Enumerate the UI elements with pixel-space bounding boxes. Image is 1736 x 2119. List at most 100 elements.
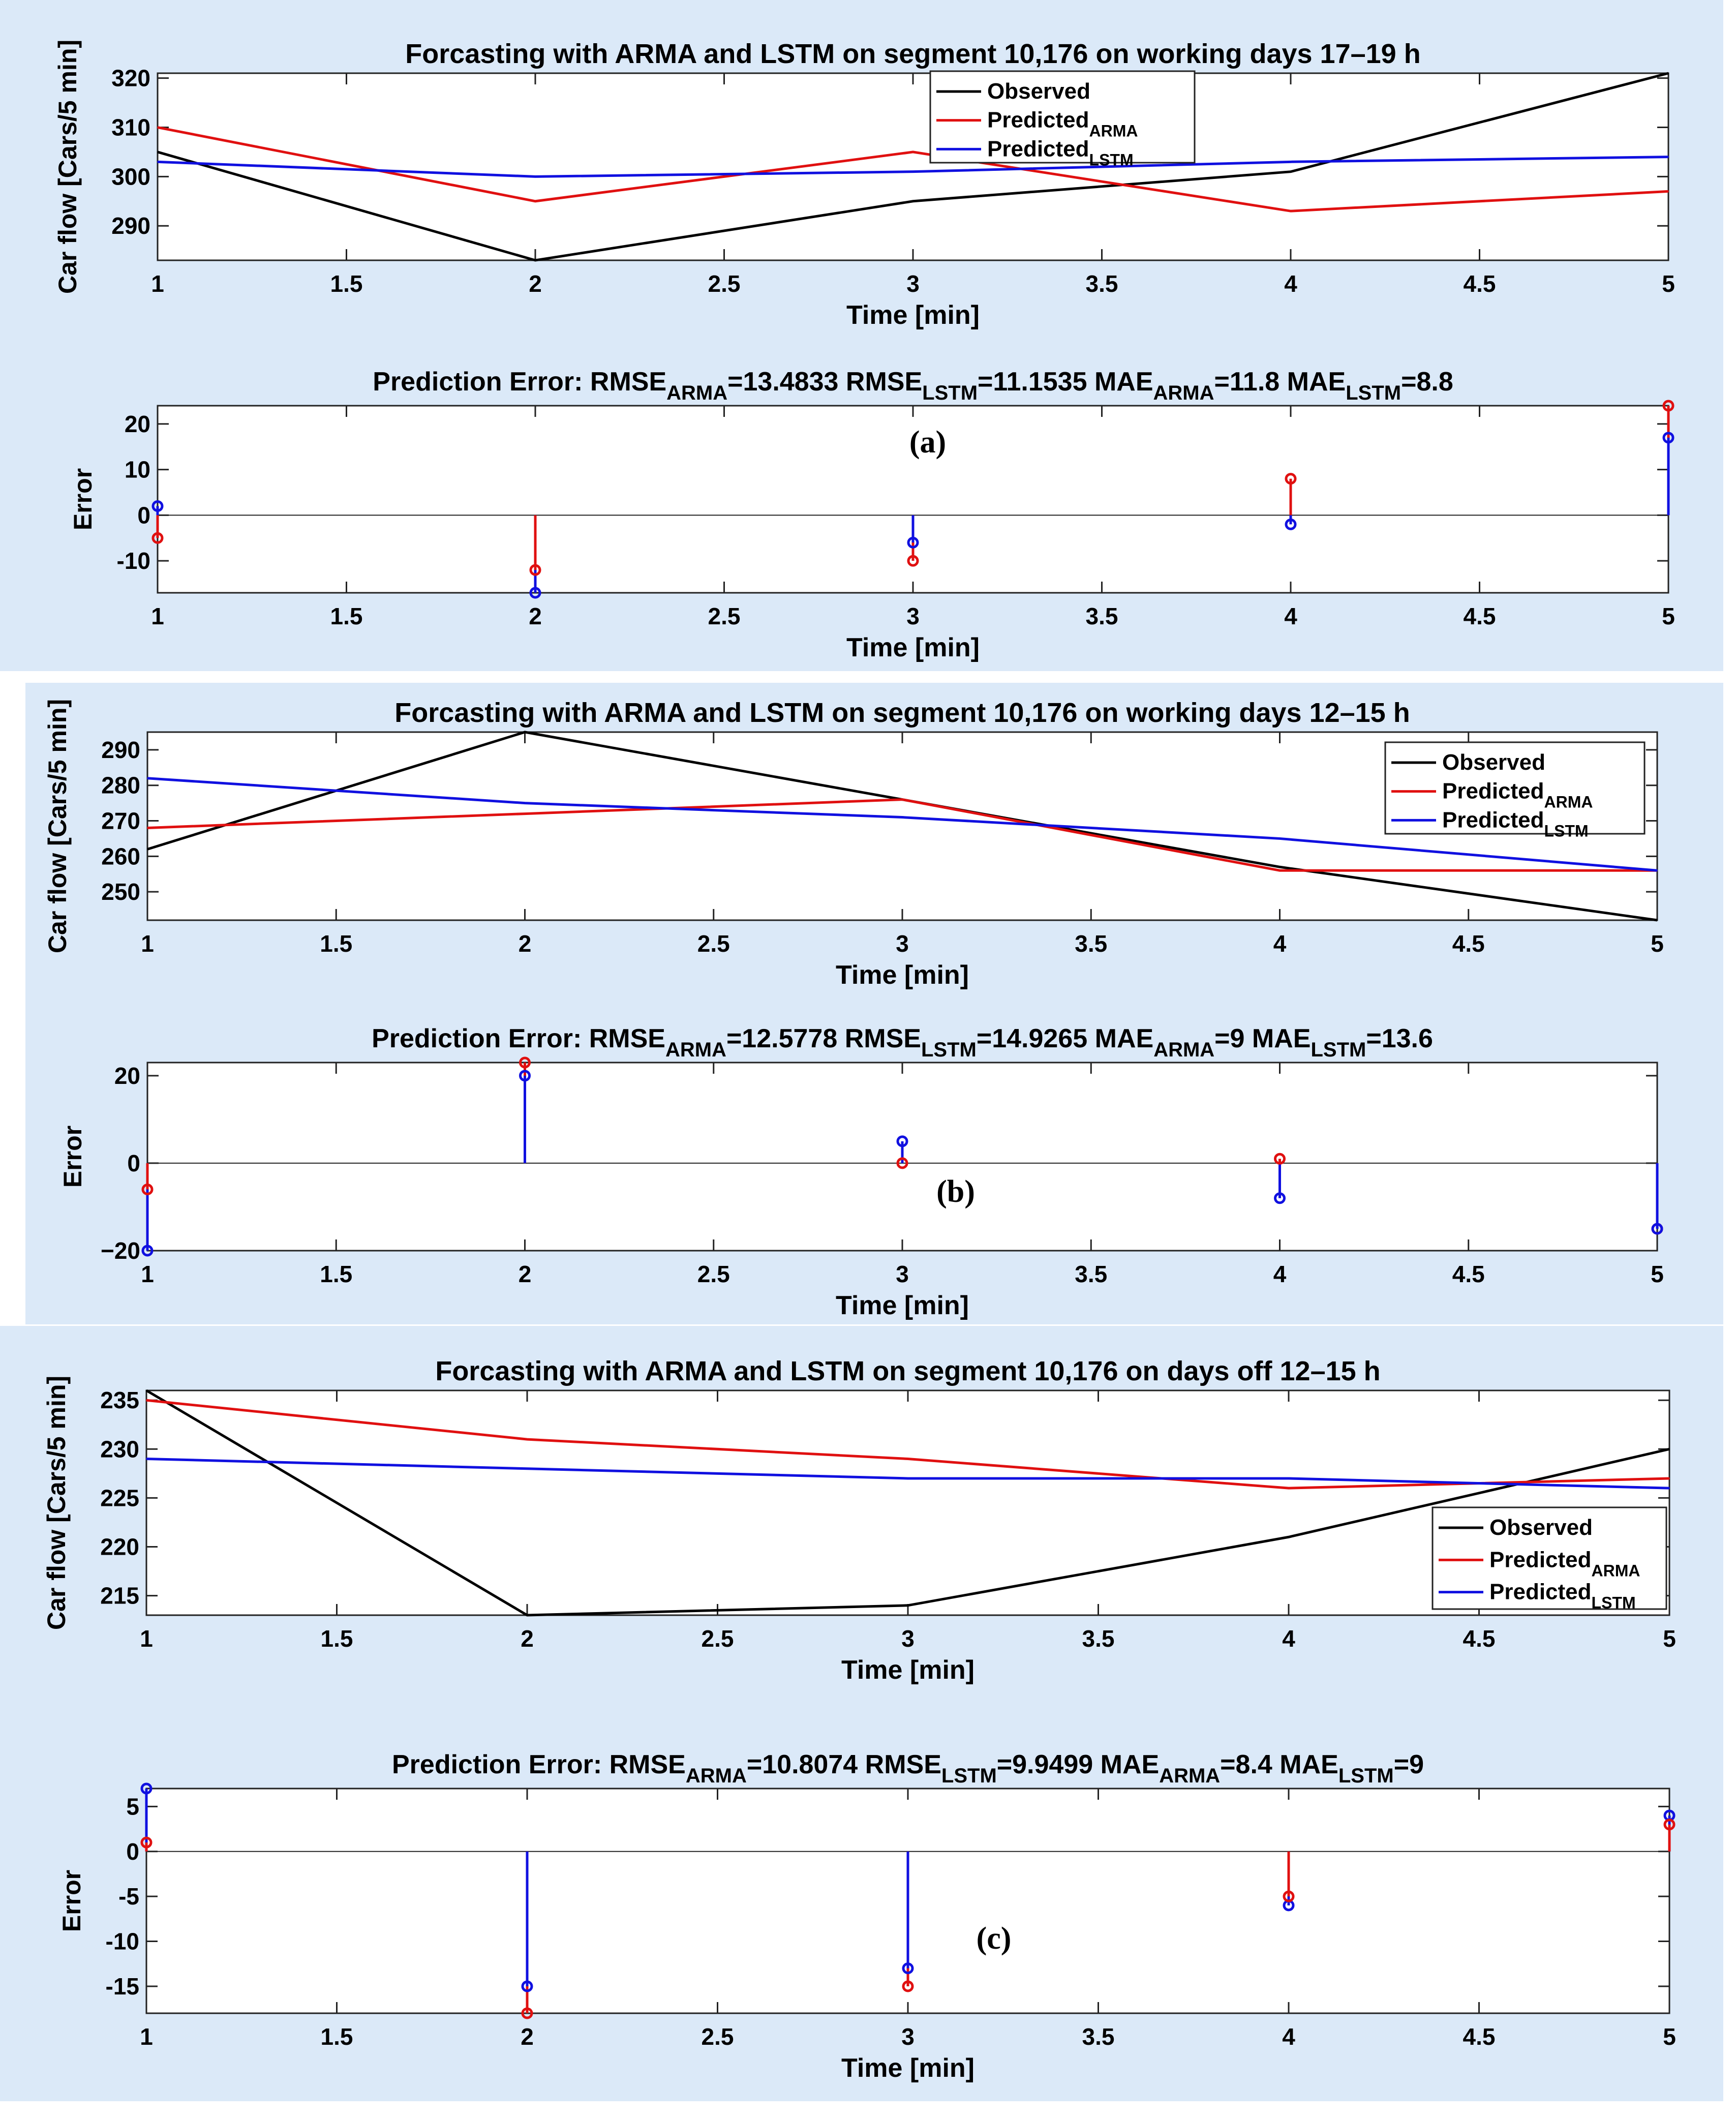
error-marker-lstm	[521, 1980, 533, 1992]
forecast-y-tick-label: 230	[100, 1436, 139, 1462]
forecast-point-arma	[1288, 1488, 1289, 1489]
error-y-tick-label: 0	[127, 1150, 140, 1176]
legend-entry-text: Predicted	[1489, 1580, 1592, 1605]
forecast-y-tick-label: 270	[101, 808, 140, 834]
error-x-tick-label: 4.5	[1452, 1261, 1485, 1287]
error-marker-arma	[529, 564, 541, 576]
error-chart: 1 1.5 2 2.5 3 3.5 4 4.5 5 -10 0 10 20 Prediction Erro…	[69, 367, 1675, 662]
legend-entry-lstm: PredictedLSTM	[987, 136, 1134, 169]
error-x-tick-label: 3	[901, 2023, 915, 2050]
error-y-label: Error	[57, 1870, 86, 1932]
error-y-tick-label: 20	[114, 1063, 140, 1089]
legend-entry-subscript: ARMA	[1544, 793, 1593, 811]
error-title-text: =9 MAE	[1214, 1024, 1311, 1053]
forecast-point-observed	[907, 1605, 908, 1606]
forecast-y-tick-label: 215	[100, 1583, 139, 1609]
legend-entry-subscript: LSTM	[1544, 822, 1589, 840]
forecast-x-tick-label: 2.5	[702, 1625, 734, 1652]
legend-entry-text: Predicted	[1442, 807, 1544, 832]
error-title-text: Prediction Error: RMSE	[372, 1024, 665, 1053]
error-title-text: =13.6	[1366, 1024, 1433, 1053]
forecast-point-lstm	[912, 171, 913, 172]
forecast-point-observed	[527, 1615, 528, 1616]
error-x-tick-label: 4	[1273, 1261, 1287, 1287]
forecast-x-tick-label: 3	[906, 270, 920, 297]
error-x-tick-label: 5	[1663, 2023, 1676, 2050]
forecast-chart: 1 1.5 2 2.5 3 3.5 4 4.5 5 290 300 310 320 Forcasting …	[53, 39, 1675, 330]
error-y-tick-label: -10	[117, 548, 150, 574]
forecast-y-label: Car flow [Cars/5 min]	[43, 699, 72, 953]
error-x-tick-label: 3	[906, 603, 920, 629]
error-chart: 1 1.5 2 2.5 3 3.5 4 4.5 5 −20 0 20 Prediction Error:…	[58, 1024, 1664, 1320]
forecast-x-tick-label: 4.5	[1452, 930, 1485, 957]
error-title: Prediction Error: RMSEARMA=13.4833 RMSEL…	[373, 367, 1453, 404]
forecast-x-tick-label: 1	[141, 930, 154, 957]
error-title-text: =9	[1394, 1750, 1424, 1779]
forecast-x-label: Time [min]	[846, 300, 980, 330]
forecast-x-tick-label: 2.5	[708, 270, 741, 297]
forecast-point-arma	[146, 1400, 147, 1401]
error-x-tick-label: 1	[141, 1261, 154, 1287]
forecast-title: Forcasting with ARMA and LSTM on segment…	[405, 39, 1420, 69]
forecast-y-label: Car flow [Cars/5 min]	[53, 40, 82, 294]
panel-label: (a)	[909, 425, 946, 460]
panel-label: (b)	[936, 1174, 975, 1209]
forecast-x-tick-label: 3	[901, 1625, 915, 1652]
forecast-point-observed	[1669, 1448, 1670, 1450]
forecast-plot-area	[145, 1389, 1670, 1616]
forecast-x-tick-label: 4	[1284, 270, 1297, 297]
forecast-x-tick-label: 4.5	[1463, 1625, 1496, 1652]
error-x-tick-label: 5	[1651, 1261, 1664, 1287]
forecast-x-tick-label: 4	[1282, 1625, 1295, 1652]
error-x-tick-label: 2	[521, 2023, 534, 2050]
error-marker-arma	[141, 1184, 154, 1196]
forecast-point-observed	[146, 1390, 147, 1391]
error-marker-arma	[521, 2007, 533, 2019]
error-y-tick-label: 10	[125, 457, 150, 483]
error-x-tick-label: 4.5	[1464, 603, 1496, 629]
forecast-point-arma	[527, 1439, 528, 1440]
error-x-tick-label: 3.5	[1086, 603, 1118, 629]
forecast-point-arma	[1279, 870, 1281, 871]
error-y-label: Error	[69, 468, 97, 530]
error-title-text: =8.8	[1401, 367, 1453, 397]
forecast-point-observed	[912, 200, 913, 202]
error-marker-arma	[1662, 400, 1674, 412]
legend-entry-text: Predicted	[987, 136, 1089, 161]
forecast-point-lstm	[1279, 838, 1281, 839]
error-y-tick-label: -15	[106, 1973, 139, 2000]
forecast-point-lstm	[527, 1468, 528, 1469]
forecast-point-arma	[1669, 1477, 1670, 1479]
forecast-x-tick-label: 4	[1273, 930, 1287, 957]
error-x-tick-label: 2	[529, 603, 542, 629]
legend-entry-subscript: ARMA	[1592, 1561, 1640, 1580]
legend-entry-observed: Observed	[1442, 750, 1545, 775]
error-chart: 1 1.5 2 2.5 3 3.5 4 4.5 5 -15 -10 -5 0 5 Prediction Er…	[57, 1750, 1676, 2083]
error-marker-lstm	[1651, 1223, 1663, 1235]
error-marker-arma	[902, 1980, 914, 1992]
error-title-subscript: LSTM	[921, 1039, 977, 1061]
error-marker-arma	[151, 532, 164, 544]
error-marker-lstm	[140, 1782, 153, 1795]
error-marker-lstm	[141, 1245, 154, 1257]
error-y-tick-label: -5	[118, 1883, 139, 1910]
forecast-y-tick-label: 290	[101, 737, 140, 763]
error-marker-lstm	[896, 1135, 908, 1147]
forecast-point-lstm	[535, 176, 536, 177]
error-title-text: Prediction Error: RMSE	[373, 367, 666, 397]
legend-entry-lstm: PredictedLSTM	[1489, 1580, 1636, 1612]
forecast-point-observed	[1279, 866, 1281, 868]
forecast-x-tick-label: 1.5	[330, 270, 363, 297]
forecast-point-lstm	[147, 777, 148, 779]
error-y-tick-label: 5	[126, 1793, 139, 1820]
forecast-x-tick-label: 4.5	[1464, 270, 1496, 297]
forecast-x-label: Time [min]	[836, 960, 969, 990]
error-title-subscript: ARMA	[1159, 1765, 1220, 1787]
error-title-subscript: LSTM	[941, 1765, 997, 1787]
forecast-x-tick-label: 3.5	[1086, 270, 1118, 297]
error-marker-arma	[140, 1836, 153, 1849]
forecast-y-tick-label: 235	[100, 1387, 139, 1413]
error-title-text: =9.9499 MAE	[997, 1750, 1159, 1779]
error-x-tick-label: 1	[151, 603, 164, 629]
